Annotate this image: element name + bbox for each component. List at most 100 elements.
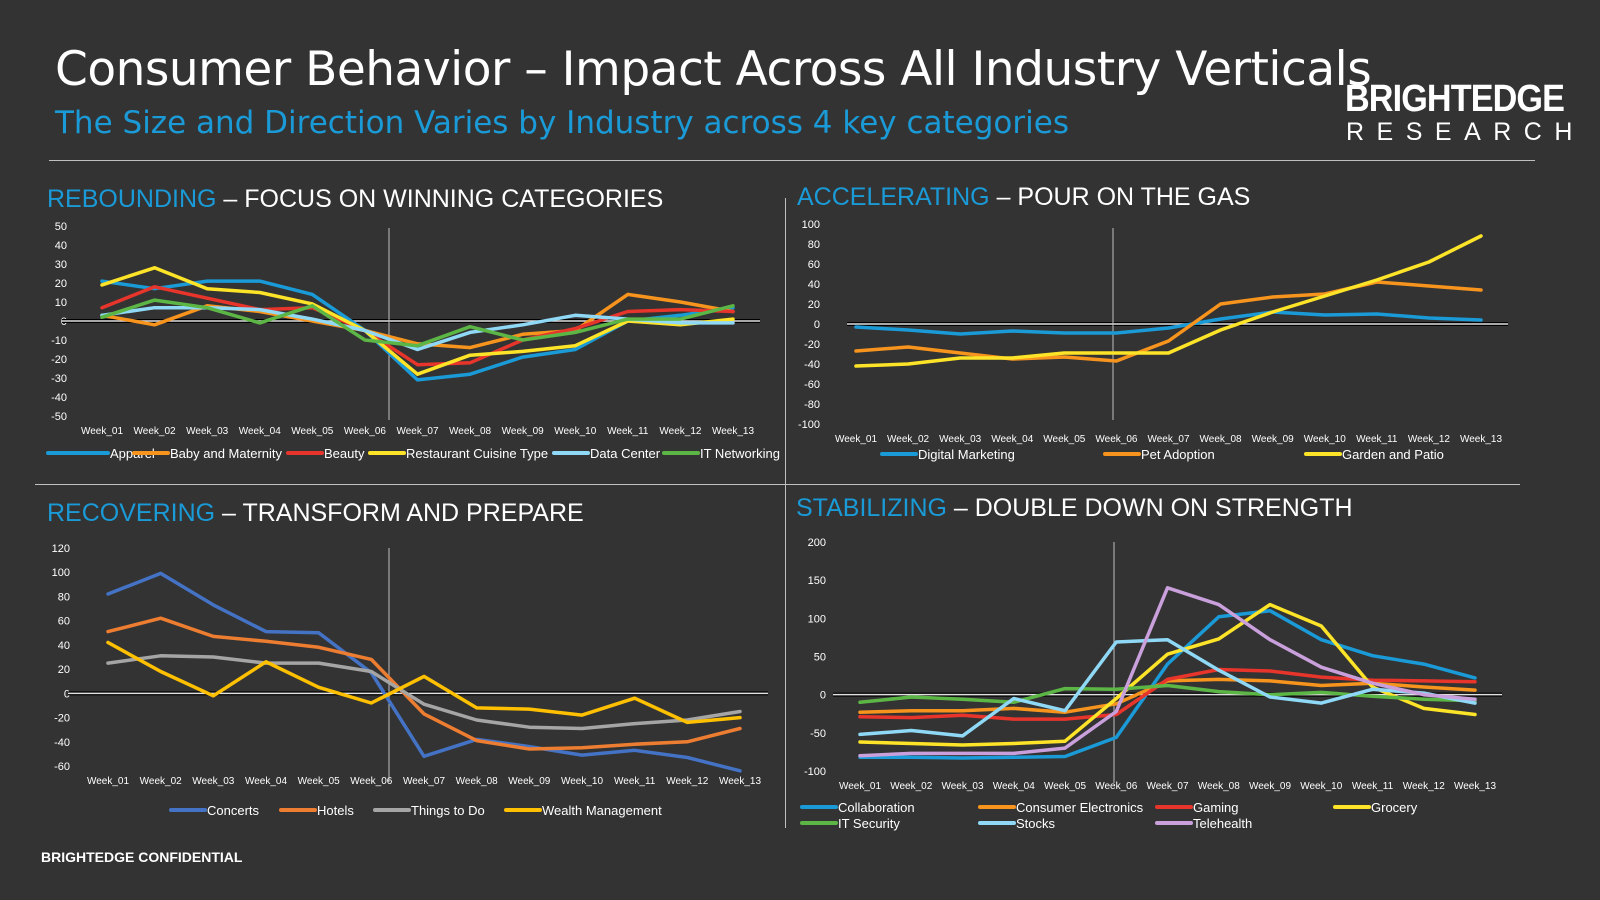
data-point — [422, 702, 426, 706]
data-point — [685, 740, 689, 744]
data-point — [310, 304, 314, 308]
series-line-beauty — [100, 285, 735, 367]
legend-label: Stocks — [1016, 816, 1056, 831]
x-tick-label: Week_03 — [186, 426, 229, 437]
data-point — [858, 740, 862, 744]
page-title: Consumer Behavior – Impact Across All In… — [55, 42, 1372, 97]
chart-3: 120 100 80 60 40 20 0 -20 -40 -60 Week_01 Week_02 We… — [52, 543, 768, 818]
x-tick-label: Week_07 — [403, 776, 446, 787]
data-point — [1217, 690, 1221, 694]
y-tick-label: 0 — [64, 688, 70, 700]
data-point — [1473, 688, 1477, 692]
data-point — [1375, 312, 1379, 316]
vertical-quadrant-divider — [785, 198, 786, 828]
x-tick-label: Week_05 — [298, 776, 341, 787]
y-tick-label: -40 — [804, 359, 820, 371]
chart-2: 100 80 60 40 20 0 -20 -40 -60 -80 -100 Week_01 Week_… — [798, 219, 1508, 462]
data-point — [633, 748, 637, 752]
y-tick-label: -100 — [798, 419, 820, 431]
data-point — [1114, 735, 1118, 739]
data-point — [858, 732, 862, 736]
data-point — [573, 344, 577, 348]
data-point — [1012, 755, 1016, 759]
x-tick-label: Week_09 — [502, 426, 545, 437]
data-point — [1166, 684, 1169, 688]
y-tick-label: 40 — [808, 279, 820, 291]
x-tick-label: Week_06 — [1095, 781, 1138, 792]
x-tick-label: Week_01 — [835, 434, 878, 445]
y-tick-label: -30 — [51, 373, 67, 385]
data-point — [468, 330, 472, 334]
data-point — [1114, 359, 1118, 363]
y-tick-label: -20 — [51, 354, 67, 366]
data-point — [685, 756, 689, 760]
data-point — [416, 363, 419, 367]
y-tick-label: 40 — [55, 240, 67, 252]
y-tick-label: -50 — [810, 728, 826, 740]
data-point — [422, 674, 426, 678]
data-point — [1473, 701, 1477, 705]
x-tick-label: Week_05 — [1044, 781, 1087, 792]
series-line-hotels — [106, 616, 742, 751]
data-point — [909, 709, 913, 713]
data-point — [1114, 351, 1118, 355]
data-point — [1219, 328, 1223, 332]
data-point — [153, 266, 157, 270]
data-point — [264, 630, 268, 634]
data-point — [1271, 295, 1275, 299]
data-point — [1371, 681, 1374, 685]
confidential-label: BRIGHTEDGE CONFIDENTIAL — [41, 849, 243, 865]
data-point — [205, 296, 209, 300]
data-point — [369, 657, 373, 661]
data-point — [159, 616, 163, 620]
y-tick-label: 200 — [808, 537, 826, 549]
section-accent: STABILIZING — [796, 494, 947, 522]
data-point — [961, 743, 964, 747]
data-point — [1217, 677, 1221, 681]
data-point — [1166, 638, 1169, 642]
data-point — [958, 332, 962, 336]
data-point — [153, 298, 157, 302]
legend-label: IT Networking — [700, 446, 780, 461]
x-tick-label: Week_06 — [1095, 434, 1138, 445]
data-point — [1319, 638, 1323, 642]
data-point — [1219, 317, 1223, 321]
data-point — [626, 317, 630, 321]
chart-4: 200 150 100 50 0 -50 -100 Week_01 Week_02 Week_03… — [800, 537, 1502, 831]
data-point — [909, 742, 913, 746]
data-point — [573, 348, 577, 351]
data-point — [100, 279, 104, 283]
x-tick-label: Week_07 — [1147, 434, 1190, 445]
data-point — [521, 338, 525, 342]
data-point — [961, 734, 964, 738]
data-point — [731, 321, 735, 325]
data-point — [858, 710, 862, 714]
data-point — [106, 592, 110, 596]
x-tick-label: Week_04 — [239, 426, 282, 437]
series-line-concerts — [106, 571, 742, 773]
section-rest: – FOCUS ON WINNING CATEGORIES — [216, 185, 664, 213]
data-point — [1271, 310, 1275, 314]
data-point — [1114, 331, 1118, 335]
data-point — [678, 300, 682, 304]
data-point — [475, 706, 479, 710]
x-tick-label: Week_10 — [554, 426, 597, 437]
data-point — [1062, 351, 1066, 355]
legend-label: Grocery — [1371, 800, 1418, 815]
data-point — [106, 630, 110, 634]
data-point — [264, 660, 268, 664]
data-point — [1479, 234, 1483, 238]
series-line-garden-and-patio — [854, 234, 1483, 368]
data-point — [1319, 665, 1323, 669]
x-tick-label: Week_04 — [991, 434, 1034, 445]
data-point — [521, 323, 525, 327]
data-point — [580, 726, 584, 730]
x-tick-label: Week_03 — [192, 776, 235, 787]
data-point — [1012, 717, 1016, 721]
data-point — [961, 751, 964, 755]
data-point — [633, 742, 637, 746]
x-tick-label: Week_01 — [81, 426, 124, 437]
data-point — [731, 317, 735, 321]
x-tick-label: Week_09 — [1249, 781, 1292, 792]
x-tick-label: Week_01 — [839, 781, 882, 792]
